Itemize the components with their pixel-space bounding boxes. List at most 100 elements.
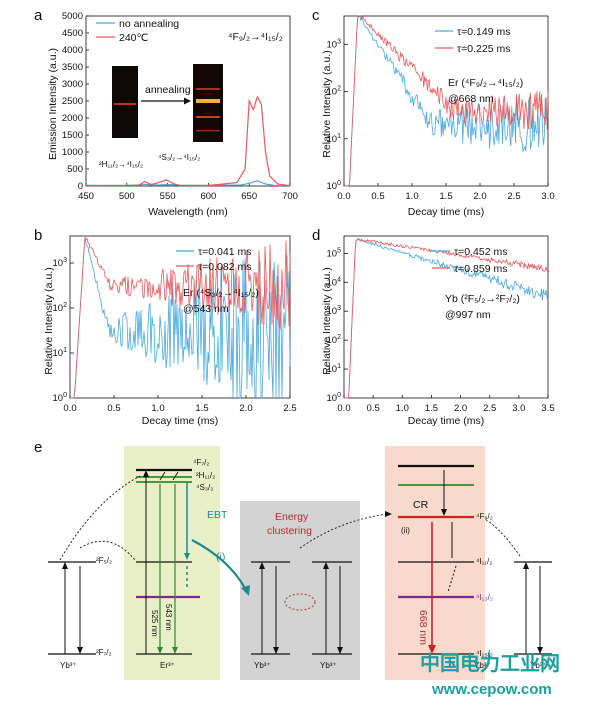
panel-c-xlabel: Decay time (ms) [408,206,484,218]
inset-image-before [112,66,138,138]
c-xtick-label: 2.0 [473,191,486,202]
label-i112: ⁴I₁₁/₂ [476,557,492,566]
watermark-url: www.cepow.com [431,681,552,698]
b-xtick-label: 2.0 [239,403,252,414]
annotation-f92-transition: ⁴F₉/₂→⁴I₁₅/₂ [228,31,283,43]
c-xtick-label: 0.0 [337,191,350,202]
c-xtick-label: 1.0 [405,191,418,202]
b-series-line-1 [70,236,291,399]
c-xtick-label: 3.0 [541,191,554,202]
label-yb-right2: Yb³⁺ [530,661,547,670]
a-xtick-label: 700 [282,191,298,202]
d-xtick-label: 1.0 [396,403,409,414]
a-ytick-label: 3500 [62,62,83,73]
cr-label: CR [413,499,429,511]
a-ytick-label: 2500 [62,96,83,107]
panel-a-xlabel: Wavelength (nm) [148,206,228,218]
d-xtick-label: 0.0 [337,403,350,414]
label-yb-mid2: Yb³⁺ [320,661,337,670]
cr-ii-label: (ii) [401,526,410,535]
label-i152: ⁴I₁₅/₂ [476,649,493,658]
panel-letter-c: c [312,7,320,24]
energy-label: Energy [275,511,309,523]
a-ytick-label: 500 [67,164,83,175]
b-xtick-label: 2.5 [283,403,296,414]
panel-b: b Relative Intensity (a.u.) 100101102103… [34,227,297,427]
panel-c-note-line1: Er (⁴F₉/₂→⁴I₁₅/₂) [448,77,523,89]
a-xtick-label: 500 [119,191,135,202]
a-xtick-label: 650 [241,191,257,202]
a-ytick-label: 1500 [62,130,83,141]
panel-letter-d: d [312,227,320,244]
panel-c-ylabel: Relative Intensity (a.u.) [321,50,333,157]
d-ytick-label: 105 [327,247,342,259]
b-xtick-label: 0.0 [63,403,76,414]
d-ytick-label: 102 [327,334,342,346]
panel-e: e ²F₅/₂ ²F₇/₂ Yb³⁺ ⁴F₇/₂ ²H₁₁/₂ ⁴S₃/₂ Er… [34,439,552,680]
d-xtick-label: 2.0 [454,403,467,414]
a-xtick-label: 550 [160,191,176,202]
label-543nm: 543 nm [164,604,173,631]
label-yb-mid1: Yb³⁺ [254,661,271,670]
label-525nm: 525 nm [150,610,159,637]
d-xtick-label: 3.5 [541,403,554,414]
label-yb-right1: Yb³⁺ [474,661,491,670]
annotation-h112-transition: ²H₁₁/₂→⁴I₁₅/₂ [99,160,143,169]
c-ytick-label: 102 [327,86,342,98]
panel-c-note-line2: @668 nm [448,93,494,105]
legend-no-annealing: no annealing [119,18,179,30]
label-yb-left: Yb³⁺ [60,661,77,670]
c-series-line-0 [344,15,549,187]
panel-b-ylabel: Relative Intensity (a.u.) [43,267,55,374]
watermark-cn: 中国电力工业网 [420,651,560,675]
panel-d-ylabel: Relative Intensity (a.u.) [321,267,333,374]
label-f92: ⁴F₉/₂ [476,512,493,521]
annealing-label: annealing [145,84,191,96]
c-ytick-label: 101 [327,133,342,145]
panel-c: c Relative Intensity (a.u.) 100101102103… [312,7,555,218]
panel-a: a Emission Intensity (a.u.) 0 500 1000 1500… [34,7,298,218]
label-f52-left: ²F₅/₂ [96,556,112,565]
d-ytick-label: 101 [327,363,342,375]
a-ytick-label: 1000 [62,147,83,158]
label-i132: ⁴I₁₃/₂ [476,593,493,602]
a-xtick-label: 600 [200,191,216,202]
b-ytick-label: 101 [53,347,68,359]
annealing-arrowhead [184,97,191,105]
a-ytick-label: 4000 [62,45,83,56]
label-668nm: 668 nm [417,610,429,645]
panel-d-xlabel: Decay time (ms) [408,415,484,427]
d-xtick-label: 3.0 [512,403,525,414]
b-series-line-0 [70,238,291,400]
c-series-line-1 [344,15,549,187]
b-xtick-label: 0.5 [107,403,120,414]
legend-c-red: τ=0.225 ms [457,43,510,55]
d-xtick-label: 2.5 [483,403,496,414]
label-er-s32: ⁴S₃/₂ [196,483,213,492]
d-xtick-label: 1.5 [425,403,438,414]
panel-b-plot-frame [69,235,291,399]
ebt-label: EBT [207,509,228,521]
b-xtick-label: 1.5 [195,403,208,414]
a-xtick-label: 450 [78,191,94,202]
panel-letter-a: a [34,7,43,24]
inset-emission-before [114,103,136,105]
label-er-f72: ⁴F₇/₂ [193,458,209,467]
clustering-exchange [284,593,316,611]
a-ytick-label: 2000 [62,113,83,124]
a-ytick-label: 4500 [62,28,83,39]
legend-b-red: τ=0.082 ms [198,261,251,273]
b-xtick-label: 1.0 [151,403,164,414]
a-ytick-label: 5000 [62,11,83,22]
panel-b-note-line1: Er (⁴S₃/₂→⁴I₁₅/₂) [183,287,259,299]
legend-d-blue: τ=0.452 ms [454,246,507,258]
legend-240c: 240℃ [119,32,149,44]
panel-b-note-line2: @543 nm [183,303,229,315]
er-region [124,446,220,680]
panel-d-plot-frame [343,235,549,399]
ebt-i-label: (i) [216,551,225,563]
yb-er-cr-region [385,446,485,680]
panel-a-ylabel: Emission Intensity (a.u.) [47,48,59,160]
d-ytick-label: 103 [327,305,342,317]
ebt-arrow [191,539,247,591]
